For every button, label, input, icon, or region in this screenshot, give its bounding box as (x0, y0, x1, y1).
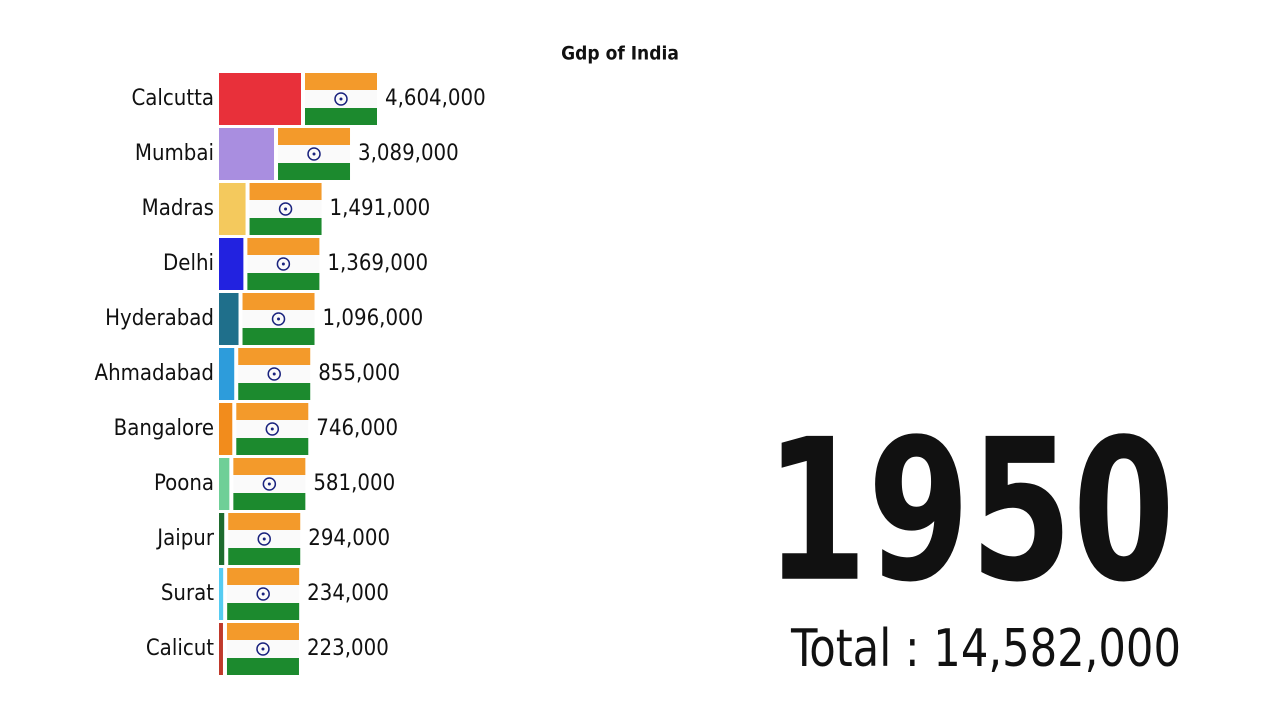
bar (219, 623, 223, 675)
flag-chakra-hub (281, 262, 285, 266)
flag-chakra (278, 202, 293, 216)
flag-chakra-hub (261, 647, 265, 651)
flag-chakra (257, 532, 271, 546)
flag-chakra-hub (284, 207, 288, 211)
flag-green (247, 273, 320, 290)
value-label: 3,089,000 (358, 141, 459, 166)
flag (226, 623, 299, 675)
flag-chakra-hub (272, 372, 276, 376)
flag (278, 128, 351, 180)
flag-saffron (247, 238, 320, 255)
flag-chakra (267, 367, 281, 381)
flag-saffron (242, 293, 315, 310)
category-label: Poona (154, 471, 214, 496)
flag (247, 238, 320, 290)
category-label: Madras (142, 196, 214, 221)
bar (219, 458, 230, 510)
year: 1950 (765, 398, 1175, 626)
category-label: Bangalore (114, 416, 214, 441)
bar (219, 293, 239, 345)
value-label: 223,000 (307, 636, 389, 661)
flag-green (228, 548, 301, 565)
value-label: 855,000 (318, 361, 400, 386)
bar (219, 238, 244, 290)
category-label: Surat (161, 581, 214, 606)
flag-green (249, 218, 322, 235)
flag-chakra-hub (261, 592, 265, 596)
category-label: Calicut (146, 636, 214, 661)
category-label: Hyderabad (105, 306, 214, 331)
flag-chakra (262, 477, 277, 491)
flag-chakra-hub (277, 317, 281, 321)
bar (219, 128, 275, 180)
flag-chakra (256, 587, 270, 601)
value-label: 1,491,000 (330, 196, 431, 221)
flag-chakra-hub (339, 97, 343, 101)
flag-chakra (256, 642, 270, 656)
flag-chakra (271, 312, 286, 326)
flag-green (305, 108, 377, 125)
flag-saffron (226, 623, 299, 640)
bar (219, 348, 235, 400)
category-label: Ahmadabad (95, 361, 214, 386)
flag-chakra-hub (262, 537, 266, 541)
flag-chakra-hub (267, 482, 271, 486)
bar (219, 513, 225, 565)
category-label: Jaipur (155, 526, 215, 551)
flag (242, 293, 315, 345)
bar (219, 568, 224, 620)
flag-green (227, 603, 300, 620)
flag-chakra (307, 147, 321, 161)
total: Total : 14,582,000 (790, 619, 1181, 679)
flag (236, 403, 309, 455)
flag-saffron (238, 348, 311, 365)
flag-saffron (305, 73, 377, 90)
flag (228, 513, 301, 565)
flag-chakra (334, 92, 348, 106)
flag-saffron (233, 458, 306, 475)
category-label: Mumbai (135, 141, 214, 166)
value-label: 581,000 (313, 471, 395, 496)
flag-green (238, 383, 311, 400)
flag (233, 458, 306, 510)
flag (305, 73, 377, 125)
bar (219, 183, 246, 235)
flag-chakra-hub (312, 152, 316, 156)
flag (227, 568, 300, 620)
flag-saffron (278, 128, 351, 145)
flag-saffron (228, 513, 301, 530)
value-label: 234,000 (307, 581, 389, 606)
flag-green (233, 493, 306, 510)
value-label: 1,369,000 (327, 251, 428, 276)
flag-chakra (265, 422, 280, 436)
chart-title: Gdp of India (561, 43, 679, 65)
flag (238, 348, 311, 400)
flag-chakra (276, 257, 291, 271)
value-label: 294,000 (308, 526, 390, 551)
value-label: 746,000 (316, 416, 398, 441)
bar (219, 403, 233, 455)
flag-green (278, 163, 351, 180)
flag-green (236, 438, 309, 455)
value-label: 1,096,000 (323, 306, 424, 331)
flag-saffron (227, 568, 300, 585)
flag (249, 183, 322, 235)
bar (219, 73, 301, 125)
category-label: Calcutta (131, 86, 214, 111)
category-label: Delhi (163, 251, 214, 276)
flag-chakra-hub (270, 427, 274, 431)
flag-saffron (249, 183, 322, 200)
value-label: 4,604,000 (385, 86, 486, 111)
flag-green (242, 328, 315, 345)
flag-green (226, 658, 299, 675)
flag-saffron (236, 403, 309, 420)
